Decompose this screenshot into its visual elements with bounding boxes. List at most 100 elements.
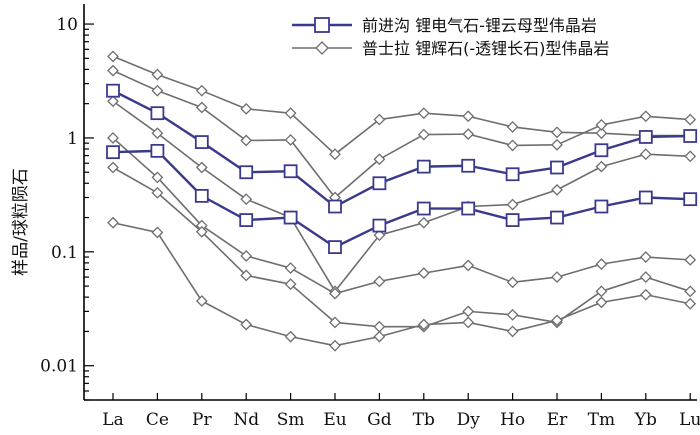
data-point bbox=[595, 296, 608, 309]
data-point bbox=[417, 107, 430, 120]
series-line bbox=[112, 69, 691, 199]
series-line bbox=[112, 221, 691, 347]
data-point bbox=[240, 250, 253, 262]
data-point bbox=[551, 183, 563, 196]
series-line bbox=[112, 89, 691, 208]
data-point bbox=[195, 161, 208, 174]
data-point bbox=[107, 95, 119, 108]
data-point bbox=[329, 148, 341, 161]
data-point bbox=[195, 84, 208, 97]
data-point bbox=[373, 275, 386, 288]
data-point bbox=[240, 134, 253, 147]
x-tick-label: Gd bbox=[367, 410, 392, 430]
legend-label: 普士拉 锂辉石(-透锂长石)型伟晶岩 bbox=[362, 39, 609, 58]
x-tick-label: Ho bbox=[500, 410, 525, 430]
series-6 bbox=[107, 161, 697, 333]
data-point bbox=[462, 316, 475, 329]
data-point bbox=[195, 225, 208, 238]
data-point bbox=[284, 330, 297, 343]
data-point bbox=[373, 153, 386, 166]
data-point bbox=[195, 101, 208, 114]
data-point bbox=[372, 176, 387, 191]
data-point bbox=[284, 107, 297, 120]
data-point bbox=[462, 128, 475, 141]
data-point bbox=[551, 271, 563, 284]
data-point bbox=[684, 113, 697, 126]
data-point bbox=[195, 295, 208, 307]
data-point bbox=[638, 130, 653, 144]
x-tick-label: Dy bbox=[457, 410, 481, 430]
data-point bbox=[505, 213, 520, 227]
x-tick-label: Lu bbox=[679, 410, 700, 430]
data-point bbox=[638, 190, 653, 205]
y-tick-label: 0.1 bbox=[51, 243, 78, 263]
data-point bbox=[329, 287, 341, 300]
data-point bbox=[639, 251, 652, 263]
data-point bbox=[151, 84, 164, 97]
data-point bbox=[506, 276, 519, 289]
series-line bbox=[112, 149, 691, 249]
data-point bbox=[107, 50, 119, 63]
data-point bbox=[416, 159, 431, 174]
x-tick-label: Yb bbox=[634, 410, 657, 430]
data-point bbox=[151, 68, 164, 81]
x-tick-label: Tm bbox=[588, 410, 615, 430]
axis-layer: 10 1 0.1 0.01 La Ce Pr Nd Sm Eu Gd Tb Dy Ho Er Tm Yb Lu bbox=[40, 4, 700, 430]
data-point bbox=[284, 278, 297, 291]
y-tick-label: 0.01 bbox=[40, 357, 78, 377]
data-point bbox=[373, 113, 386, 126]
data-point bbox=[328, 199, 342, 214]
y-tick-label: 10 bbox=[56, 15, 78, 35]
data-point bbox=[550, 210, 564, 225]
legend-marker-square bbox=[314, 17, 330, 33]
data-point bbox=[329, 316, 341, 329]
data-point bbox=[107, 216, 119, 229]
data-point bbox=[107, 132, 119, 144]
data-point bbox=[151, 186, 164, 199]
series-line bbox=[112, 166, 691, 328]
data-point bbox=[240, 193, 253, 206]
data-point bbox=[462, 110, 475, 123]
data-point bbox=[417, 216, 430, 229]
series-1 bbox=[106, 143, 698, 255]
data-point bbox=[284, 262, 297, 274]
x-tick-label: Sm bbox=[277, 410, 305, 430]
data-point bbox=[106, 83, 120, 98]
data-point bbox=[595, 258, 608, 271]
data-point bbox=[151, 171, 164, 184]
data-point bbox=[373, 320, 386, 333]
data-point bbox=[594, 143, 609, 158]
data-point bbox=[417, 128, 430, 141]
data-point bbox=[684, 253, 697, 266]
data-point bbox=[194, 135, 209, 149]
data-point bbox=[461, 158, 476, 173]
data-point bbox=[595, 127, 608, 140]
series-line bbox=[112, 55, 691, 155]
data-point bbox=[683, 192, 698, 207]
x-tick-label: Pr bbox=[192, 410, 212, 430]
data-point bbox=[328, 240, 342, 255]
data-point bbox=[506, 139, 519, 152]
data-point bbox=[551, 314, 563, 327]
data-point bbox=[107, 161, 119, 174]
data-point bbox=[506, 308, 519, 321]
x-tick-label: Er bbox=[547, 410, 568, 430]
data-point bbox=[506, 120, 519, 133]
data-point bbox=[550, 160, 564, 175]
data-point bbox=[683, 129, 698, 143]
data-point bbox=[106, 145, 120, 160]
data-point bbox=[639, 148, 652, 161]
x-tick-label: La bbox=[102, 410, 123, 430]
x-tick-label: Tb bbox=[413, 410, 435, 430]
data-point bbox=[639, 288, 652, 301]
data-point bbox=[462, 305, 475, 318]
data-point bbox=[684, 285, 697, 298]
data-point bbox=[684, 297, 697, 310]
data-point bbox=[283, 210, 298, 225]
data-point bbox=[240, 102, 253, 115]
series-5 bbox=[107, 132, 697, 300]
data-point bbox=[283, 164, 298, 179]
data-point bbox=[461, 201, 476, 216]
data-point bbox=[595, 285, 608, 298]
